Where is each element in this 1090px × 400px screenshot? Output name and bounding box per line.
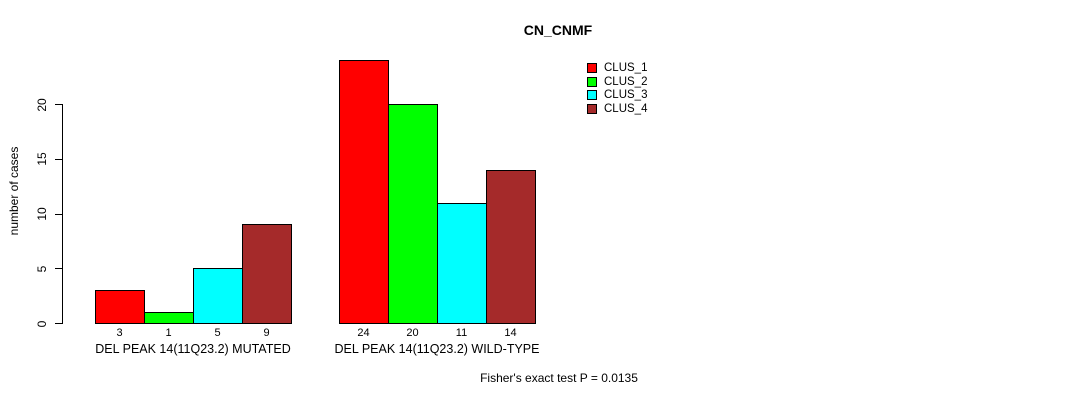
stat-annotation: Fisher's exact test P = 0.0135 xyxy=(480,371,638,385)
bar xyxy=(144,312,194,324)
y-tick xyxy=(55,104,62,105)
y-axis-line xyxy=(62,104,63,324)
y-tick-label: 15 xyxy=(35,152,49,166)
bar-value-label: 1 xyxy=(165,327,172,339)
legend-swatch xyxy=(587,76,597,87)
legend-label: CLUS_4 xyxy=(604,102,648,115)
y-tick xyxy=(55,268,62,270)
category-label: DEL PEAK 14(11Q23.2) MUTATED xyxy=(95,342,291,356)
legend-label: CLUS_1 xyxy=(604,62,648,74)
bar xyxy=(486,169,536,324)
y-tick xyxy=(55,213,62,215)
bar-value-label: 9 xyxy=(263,327,270,339)
y-tick-label: 5 xyxy=(35,265,49,273)
bar xyxy=(193,268,243,324)
bar-value-label: 3 xyxy=(116,327,123,339)
bar-value-label: 14 xyxy=(504,327,517,339)
bar xyxy=(388,104,438,324)
bar-value-label: 24 xyxy=(357,327,370,339)
bar xyxy=(339,60,389,324)
legend-swatch xyxy=(587,90,597,100)
chart-title: CN_CNMF xyxy=(523,22,593,38)
y-tick-label: 20 xyxy=(35,97,49,112)
legend-swatch xyxy=(587,63,597,73)
bar xyxy=(242,224,292,324)
y-axis-label: number of cases xyxy=(7,146,21,236)
y-tick xyxy=(55,158,62,160)
y-tick-label: 0 xyxy=(35,320,49,327)
bar xyxy=(95,290,145,324)
legend-label: CLUS_2 xyxy=(604,75,648,88)
category-label: DEL PEAK 14(11Q23.2) WILD-TYPE xyxy=(334,342,540,356)
bar-value-label: 5 xyxy=(214,327,221,339)
bar xyxy=(437,202,487,324)
legend-label: CLUS_3 xyxy=(604,89,648,101)
legend-swatch xyxy=(587,103,597,114)
y-tick xyxy=(55,323,62,324)
bar-value-label: 11 xyxy=(455,327,468,339)
bar-value-label: 20 xyxy=(406,327,419,339)
y-tick-label: 10 xyxy=(35,207,49,221)
